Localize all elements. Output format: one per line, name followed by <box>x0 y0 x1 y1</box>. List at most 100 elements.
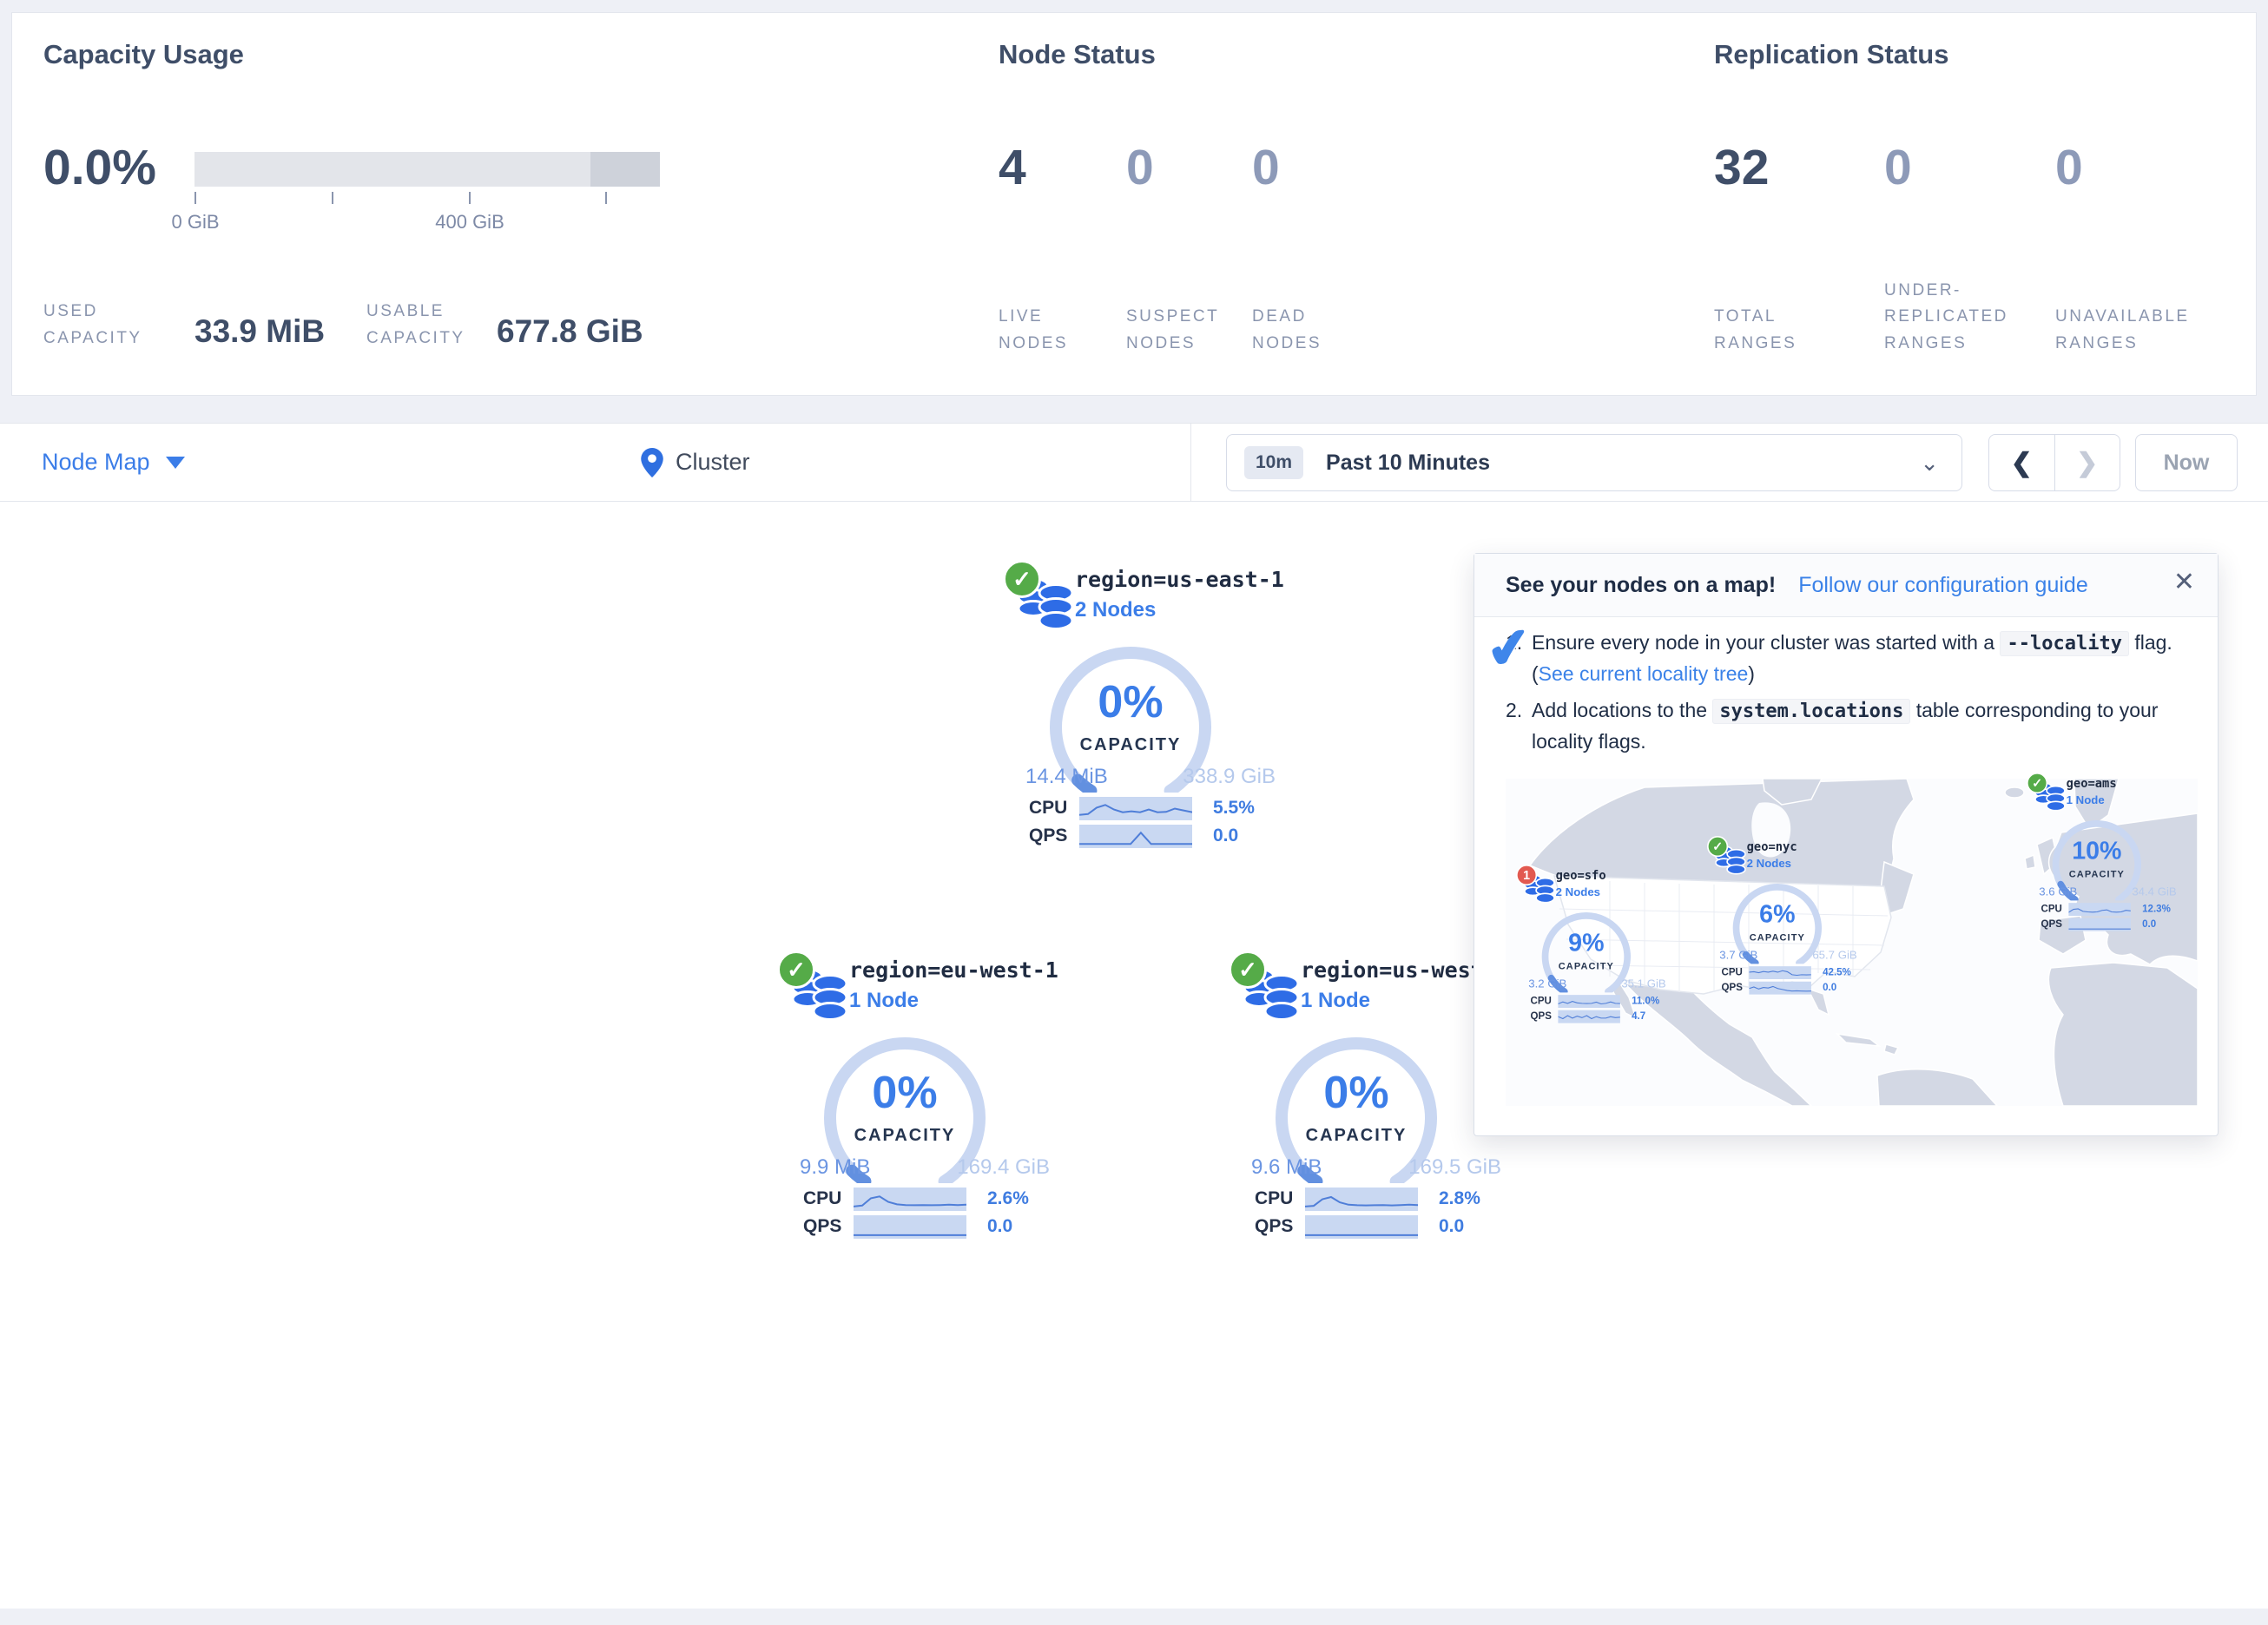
capacity-gauge-label: CAPACITY <box>1305 1126 1408 1145</box>
live-nodes-label: LIVE NODES <box>999 307 1069 352</box>
locality-node-count[interactable]: 1 Node <box>849 989 920 1012</box>
system-locations-code: system.locations <box>1712 698 1911 724</box>
time-range-label: Past 10 Minutes <box>1326 450 1490 475</box>
locality-name: geo=nyc <box>1746 839 1797 854</box>
popup-header: See your nodes on a map! Follow our conf… <box>1474 554 2218 617</box>
breadcrumb[interactable]: Cluster <box>641 424 750 501</box>
total-ranges-label: TOTAL RANGES <box>1714 307 1797 352</box>
capacity-axis-tick <box>469 192 471 204</box>
capacity-bar <box>194 152 660 187</box>
view-breadcrumb-bar: Node Map Cluster <box>0 424 1191 501</box>
capacity-used-value: 3.7 GiB <box>1719 948 1758 962</box>
usable-capacity-value: 677.8 GiB <box>497 313 643 349</box>
locality-node-count[interactable]: 2 Nodes <box>1555 885 1601 899</box>
locality-name: geo=sfo <box>1555 868 1606 883</box>
locality-node-gauge[interactable]: ✓ region=us-west-1 1 Node 0% CAPACITY 9.… <box>1229 951 1524 1250</box>
now-button[interactable]: Now <box>2135 434 2238 491</box>
node-status-badge: ✓ <box>1229 951 1267 989</box>
step-number: 2. <box>1506 698 1523 721</box>
step-number: 1. <box>1506 631 1523 654</box>
used-capacity-label: USED CAPACITY <box>43 302 142 347</box>
cpu-sparkline <box>1305 1187 1418 1211</box>
previous-time-button[interactable]: ❮ <box>1989 435 2055 490</box>
step-text: Ensure every node in your cluster was st… <box>1532 631 2172 686</box>
under-replicated-ranges-label: UNDER-REPLICATED RANGES <box>1884 280 2008 352</box>
qps-metric-value: 0.0 <box>1213 826 1239 845</box>
locality-name: region=us-east-1 <box>1075 567 1284 592</box>
cpu-metric-value: 5.5% <box>1213 798 1255 818</box>
time-range-badge: 10m <box>1244 446 1304 479</box>
locality-node-gauge[interactable]: ✓ geo=ams 1 Node 10% CAPACITY 3.6 GiB 34… <box>2027 773 2189 938</box>
mini-map-preview <box>1506 779 2198 1106</box>
locality-flag-code: --locality <box>2000 631 2129 656</box>
qps-sparkline <box>1079 824 1192 848</box>
capacity-used-value: 14.4 MiB <box>1025 765 1108 788</box>
dead-nodes-label: DEAD NODES <box>1252 307 1322 352</box>
locality-node-gauge[interactable]: ✓ region=eu-west-1 1 Node 0% CAPACITY 9.… <box>777 951 1072 1250</box>
locality-name: region=eu-west-1 <box>849 957 1058 983</box>
locality-tree-link[interactable]: See current locality tree <box>1538 662 1749 686</box>
qps-sparkline <box>2068 918 2131 931</box>
suspect-nodes-value: 0 <box>1126 140 1154 195</box>
locality-node-count[interactable]: 2 Nodes <box>1746 857 1792 871</box>
popup-title: See your nodes on a map! <box>1506 572 1777 597</box>
capacity-used-value: 3.2 GiB <box>1528 977 1567 990</box>
world-map-graphic <box>1506 779 2198 1106</box>
popup-instructions: 1. Ensure every node in your cluster was… <box>1506 628 2192 762</box>
cpu-metric-label: CPU <box>1530 995 1552 1007</box>
cpu-metric-label: CPU <box>1029 798 1068 818</box>
qps-metric-label: QPS <box>1530 1010 1552 1022</box>
suspect-nodes-label: SUSPECT NODES <box>1126 307 1219 352</box>
capacity-gauge: 0% CAPACITY <box>1265 1036 1447 1188</box>
capacity-gauge-label: CAPACITY <box>854 1126 956 1145</box>
close-icon[interactable]: ✕ <box>2172 568 2195 596</box>
node-map-config-popup: See your nodes on a map! Follow our conf… <box>1474 553 2219 1136</box>
capacity-percent: 0% <box>1323 1068 1389 1118</box>
qps-sparkline <box>854 1214 966 1239</box>
qps-metric-value: 4.7 <box>1632 1010 1646 1022</box>
locality-node-count[interactable]: 1 Node <box>1301 989 1371 1012</box>
next-time-button[interactable]: ❯ <box>2055 435 2120 490</box>
cpu-sparkline <box>1558 994 1620 1008</box>
view-selector-dropdown[interactable]: Node Map <box>42 424 185 501</box>
capacity-total-value: 169.4 GiB <box>957 1155 1050 1179</box>
now-button-label: Now <box>2163 450 2210 475</box>
qps-metric-label: QPS <box>2041 918 2062 930</box>
chevron-down-icon <box>165 456 185 469</box>
capacity-usage-title: Capacity Usage <box>43 39 244 69</box>
time-range-dropdown[interactable]: 10m Past 10 Minutes ⌄ <box>1226 434 1962 491</box>
locality-node-gauge[interactable]: ✓ geo=nyc 2 Nodes 6% CAPACITY 3.7 GiB 65… <box>1707 836 1869 1001</box>
live-nodes-value: 4 <box>999 140 1026 195</box>
capacity-total-value: 35.1 GiB <box>1621 977 1666 990</box>
qps-sparkline <box>1558 1010 1620 1023</box>
location-pin-icon <box>641 447 663 477</box>
capacity-percent: 0% <box>872 1068 938 1118</box>
node-status-badge: 1 <box>1516 865 1538 886</box>
total-ranges-value: 32 <box>1714 140 1770 195</box>
capacity-gauge-label: CAPACITY <box>1079 735 1182 754</box>
cpu-metric-value: 2.6% <box>987 1188 1029 1208</box>
previous-arrow-icon: ❮ <box>2010 448 2033 477</box>
replication-status-title: Replication Status <box>1714 39 1949 69</box>
map-toolbar: Node Map Cluster 10m Past 10 Minutes ⌄ ❮… <box>0 423 2268 502</box>
capacity-axis-label-400: 400 GiB <box>435 211 504 233</box>
cpu-metric-label: CPU <box>1255 1188 1294 1208</box>
node-status-badge: ✓ <box>777 951 815 989</box>
view-selector-label: Node Map <box>42 449 150 475</box>
step-done-check-icon: ✔ <box>1482 615 1536 682</box>
capacity-total-value: 34.4 GiB <box>2132 885 2177 898</box>
capacity-gauge: 0% CAPACITY <box>1039 645 1222 797</box>
cpu-metric-value: 42.5% <box>1823 966 1851 978</box>
locality-node-gauge[interactable]: ✓ region=us-east-1 2 Nodes 0% CAPACITY 1… <box>1003 560 1298 859</box>
time-nav-arrows: ❮ ❯ <box>1988 434 2120 491</box>
used-capacity-value: 33.9 MiB <box>194 313 326 349</box>
locality-node-count[interactable]: 2 Nodes <box>1075 598 1157 622</box>
capacity-bar-reserved-segment <box>590 152 660 187</box>
next-arrow-icon: ❯ <box>2076 448 2099 477</box>
locality-node-gauge[interactable]: 1 geo=sfo 2 Nodes 9% CAPACITY 3.2 GiB 35… <box>1516 865 1678 1030</box>
under-replicated-ranges-value: 0 <box>1884 140 1912 195</box>
configuration-guide-link[interactable]: Follow our configuration guide <box>1798 572 2088 597</box>
node-status-badge: ✓ <box>1003 560 1041 598</box>
locality-node-count[interactable]: 1 Node <box>2066 793 2105 807</box>
chevron-down-icon: ⌄ <box>1920 449 1939 476</box>
